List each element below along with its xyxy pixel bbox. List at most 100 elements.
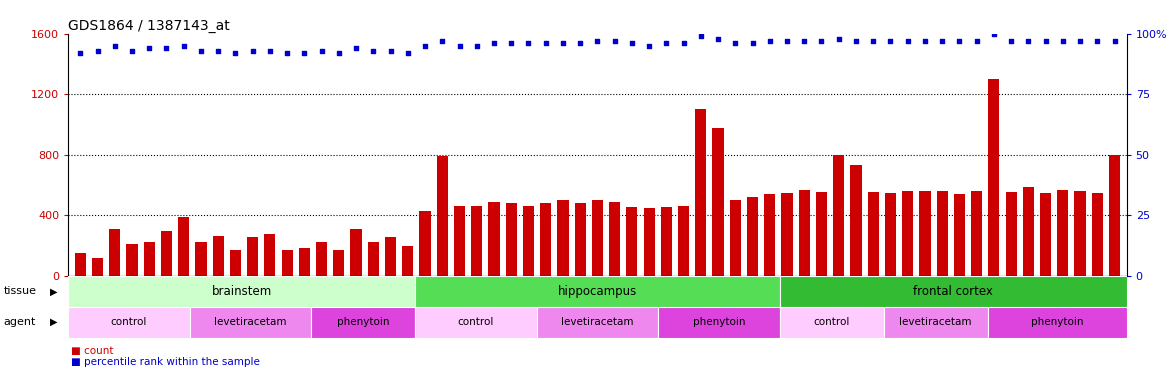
Bar bbox=[402, 246, 414, 276]
Bar bbox=[68, 276, 415, 307]
Point bbox=[622, 40, 641, 46]
Point bbox=[209, 48, 228, 54]
Point bbox=[761, 38, 780, 44]
Bar bbox=[229, 249, 241, 276]
Point bbox=[433, 38, 452, 44]
Bar bbox=[920, 191, 930, 276]
Text: ▶: ▶ bbox=[51, 317, 58, 327]
Bar bbox=[661, 207, 671, 276]
Bar bbox=[764, 194, 775, 276]
Point bbox=[1054, 38, 1073, 44]
Bar bbox=[368, 242, 379, 276]
Bar bbox=[195, 242, 207, 276]
Bar bbox=[713, 128, 723, 276]
Bar bbox=[988, 79, 1000, 276]
Text: ▶: ▶ bbox=[51, 286, 58, 296]
Text: phenytoin: phenytoin bbox=[1031, 317, 1083, 327]
Bar bbox=[747, 197, 759, 276]
Bar bbox=[299, 248, 310, 276]
Point bbox=[467, 43, 486, 49]
Point bbox=[950, 38, 969, 44]
Text: tissue: tissue bbox=[4, 286, 36, 296]
Bar bbox=[281, 249, 293, 276]
Point bbox=[536, 40, 555, 46]
Point bbox=[192, 48, 211, 54]
Point bbox=[709, 36, 728, 42]
Bar bbox=[92, 258, 103, 276]
Point bbox=[329, 50, 348, 56]
Bar bbox=[592, 200, 603, 276]
Bar bbox=[954, 194, 965, 276]
Text: agent: agent bbox=[4, 317, 36, 327]
Bar bbox=[350, 229, 362, 276]
Bar bbox=[540, 203, 552, 276]
Point bbox=[1070, 38, 1089, 44]
Point bbox=[743, 40, 762, 46]
Bar bbox=[161, 231, 172, 276]
Bar bbox=[1057, 190, 1069, 276]
Point bbox=[933, 38, 951, 44]
Point bbox=[674, 40, 693, 46]
Bar bbox=[729, 200, 741, 276]
Text: brainstem: brainstem bbox=[212, 285, 272, 298]
Point bbox=[967, 38, 985, 44]
Text: hippocampus: hippocampus bbox=[557, 285, 637, 298]
Bar bbox=[536, 307, 659, 338]
Text: phenytoin: phenytoin bbox=[336, 317, 389, 327]
Point bbox=[829, 36, 848, 42]
Bar bbox=[436, 156, 448, 276]
Bar bbox=[883, 307, 988, 338]
Point bbox=[1105, 38, 1124, 44]
Point bbox=[485, 40, 503, 46]
Bar bbox=[850, 165, 862, 276]
Bar bbox=[988, 307, 1127, 338]
Bar bbox=[454, 206, 465, 276]
Bar bbox=[833, 155, 844, 276]
Point bbox=[588, 38, 607, 44]
Bar bbox=[936, 191, 948, 276]
Bar bbox=[695, 110, 707, 276]
Point bbox=[813, 38, 831, 44]
Point bbox=[570, 40, 589, 46]
Point bbox=[450, 43, 469, 49]
Bar bbox=[679, 206, 689, 276]
Point bbox=[984, 31, 1003, 37]
Point bbox=[898, 38, 917, 44]
Point bbox=[502, 40, 521, 46]
Bar bbox=[627, 207, 637, 276]
Bar bbox=[126, 244, 138, 276]
Bar bbox=[247, 237, 259, 276]
Point bbox=[278, 50, 296, 56]
Text: levetiracetam: levetiracetam bbox=[561, 317, 634, 327]
Bar bbox=[506, 203, 516, 276]
Bar bbox=[781, 193, 793, 276]
Point bbox=[864, 38, 883, 44]
Bar bbox=[609, 202, 620, 276]
Point bbox=[606, 38, 624, 44]
Text: levetiracetam: levetiracetam bbox=[214, 317, 287, 327]
Text: ■ count: ■ count bbox=[71, 346, 113, 355]
Bar bbox=[1005, 192, 1017, 276]
Point bbox=[657, 40, 676, 46]
Point bbox=[1002, 38, 1021, 44]
Point bbox=[88, 48, 107, 54]
Point bbox=[243, 48, 262, 54]
Bar bbox=[488, 202, 500, 276]
Bar bbox=[213, 236, 223, 276]
Point bbox=[519, 40, 537, 46]
Bar bbox=[420, 211, 430, 276]
Text: frontal cortex: frontal cortex bbox=[913, 285, 993, 298]
Bar bbox=[143, 242, 155, 276]
Text: GDS1864 / 1387143_at: GDS1864 / 1387143_at bbox=[68, 19, 230, 33]
Point bbox=[916, 38, 935, 44]
Bar bbox=[971, 191, 982, 276]
Bar bbox=[523, 206, 534, 276]
Point bbox=[1018, 38, 1037, 44]
Point bbox=[881, 38, 900, 44]
Bar bbox=[659, 307, 780, 338]
Bar bbox=[333, 249, 345, 276]
Bar bbox=[312, 307, 415, 338]
Point bbox=[795, 38, 814, 44]
Point bbox=[1088, 38, 1107, 44]
Point bbox=[158, 45, 176, 51]
